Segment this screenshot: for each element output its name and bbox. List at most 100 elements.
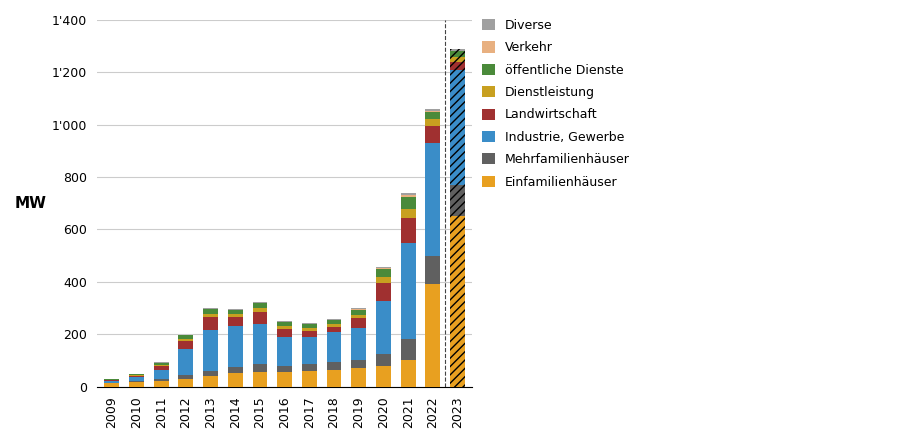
Bar <box>400 195 416 197</box>
Bar <box>426 109 440 111</box>
Bar <box>327 320 341 324</box>
Bar <box>376 269 391 276</box>
Bar <box>302 323 317 324</box>
Bar <box>154 363 168 365</box>
Bar <box>253 302 267 303</box>
Bar <box>327 361 341 369</box>
Bar <box>327 319 341 320</box>
Bar <box>302 331 317 337</box>
Bar <box>302 328 317 331</box>
Bar <box>277 323 292 326</box>
Bar <box>327 331 341 361</box>
Bar <box>129 374 144 375</box>
Bar <box>154 381 168 387</box>
Bar <box>450 49 465 51</box>
Bar <box>302 324 317 328</box>
Bar <box>426 256 440 284</box>
Bar <box>178 338 194 341</box>
Bar <box>154 365 168 366</box>
Y-axis label: MW: MW <box>15 196 47 211</box>
Bar <box>277 372 292 387</box>
Bar <box>203 317 218 330</box>
Bar <box>253 372 267 387</box>
Bar <box>450 57 465 62</box>
Bar <box>302 371 317 387</box>
Bar <box>228 309 243 310</box>
Bar <box>351 368 366 387</box>
Bar <box>277 321 292 322</box>
Bar <box>203 376 218 387</box>
Bar <box>228 326 243 367</box>
Bar <box>129 382 144 387</box>
Bar <box>400 218 416 242</box>
Bar <box>228 367 243 373</box>
Bar <box>450 49 465 387</box>
Bar <box>253 312 267 324</box>
Bar <box>277 326 292 330</box>
Bar <box>178 341 194 349</box>
Bar <box>351 319 366 328</box>
Bar <box>253 364 267 372</box>
Bar <box>376 354 391 365</box>
Bar <box>154 369 168 379</box>
Bar <box>154 362 168 363</box>
Bar <box>376 267 391 268</box>
Bar <box>228 317 243 326</box>
Bar <box>228 314 243 317</box>
Bar <box>351 328 366 360</box>
Bar <box>203 308 218 309</box>
Bar <box>104 383 119 387</box>
Bar <box>203 371 218 376</box>
Bar <box>327 369 341 387</box>
Bar <box>129 381 144 382</box>
Bar <box>228 310 243 314</box>
Bar <box>178 379 194 387</box>
Bar <box>426 126 440 143</box>
Bar <box>450 62 465 70</box>
Bar <box>178 349 194 375</box>
Bar <box>376 276 391 283</box>
Bar <box>400 360 416 387</box>
Bar <box>129 376 144 377</box>
Bar <box>104 381 119 383</box>
Bar <box>450 185 465 216</box>
Bar <box>327 327 341 331</box>
Bar <box>178 375 194 379</box>
Bar <box>400 209 416 218</box>
Bar <box>351 310 366 315</box>
Bar <box>178 335 194 338</box>
Bar <box>426 111 440 112</box>
Bar <box>154 379 168 381</box>
Bar <box>400 242 416 339</box>
Bar <box>203 309 218 314</box>
Bar <box>253 303 267 308</box>
Bar <box>376 268 391 269</box>
Legend: Diverse, Verkehr, öffentliche Dienste, Dienstleistung, Landwirtschaft, Industrie: Diverse, Verkehr, öffentliche Dienste, D… <box>482 19 630 189</box>
Bar <box>129 375 144 376</box>
Bar <box>203 330 218 371</box>
Bar <box>426 143 440 256</box>
Bar <box>400 193 416 195</box>
Bar <box>426 284 440 387</box>
Bar <box>376 365 391 387</box>
Bar <box>426 112 440 120</box>
Bar <box>351 315 366 319</box>
Bar <box>277 330 292 337</box>
Bar <box>376 301 391 354</box>
Bar <box>302 364 317 371</box>
Bar <box>129 377 144 381</box>
Bar <box>228 373 243 387</box>
Bar <box>302 337 317 364</box>
Bar <box>277 365 292 372</box>
Bar <box>400 197 416 209</box>
Bar <box>327 324 341 327</box>
Bar <box>351 309 366 310</box>
Bar <box>351 360 366 368</box>
Bar <box>253 324 267 364</box>
Bar <box>450 216 465 387</box>
Bar <box>104 379 119 380</box>
Bar <box>450 51 465 57</box>
Bar <box>426 120 440 126</box>
Bar <box>253 308 267 312</box>
Bar <box>203 314 218 317</box>
